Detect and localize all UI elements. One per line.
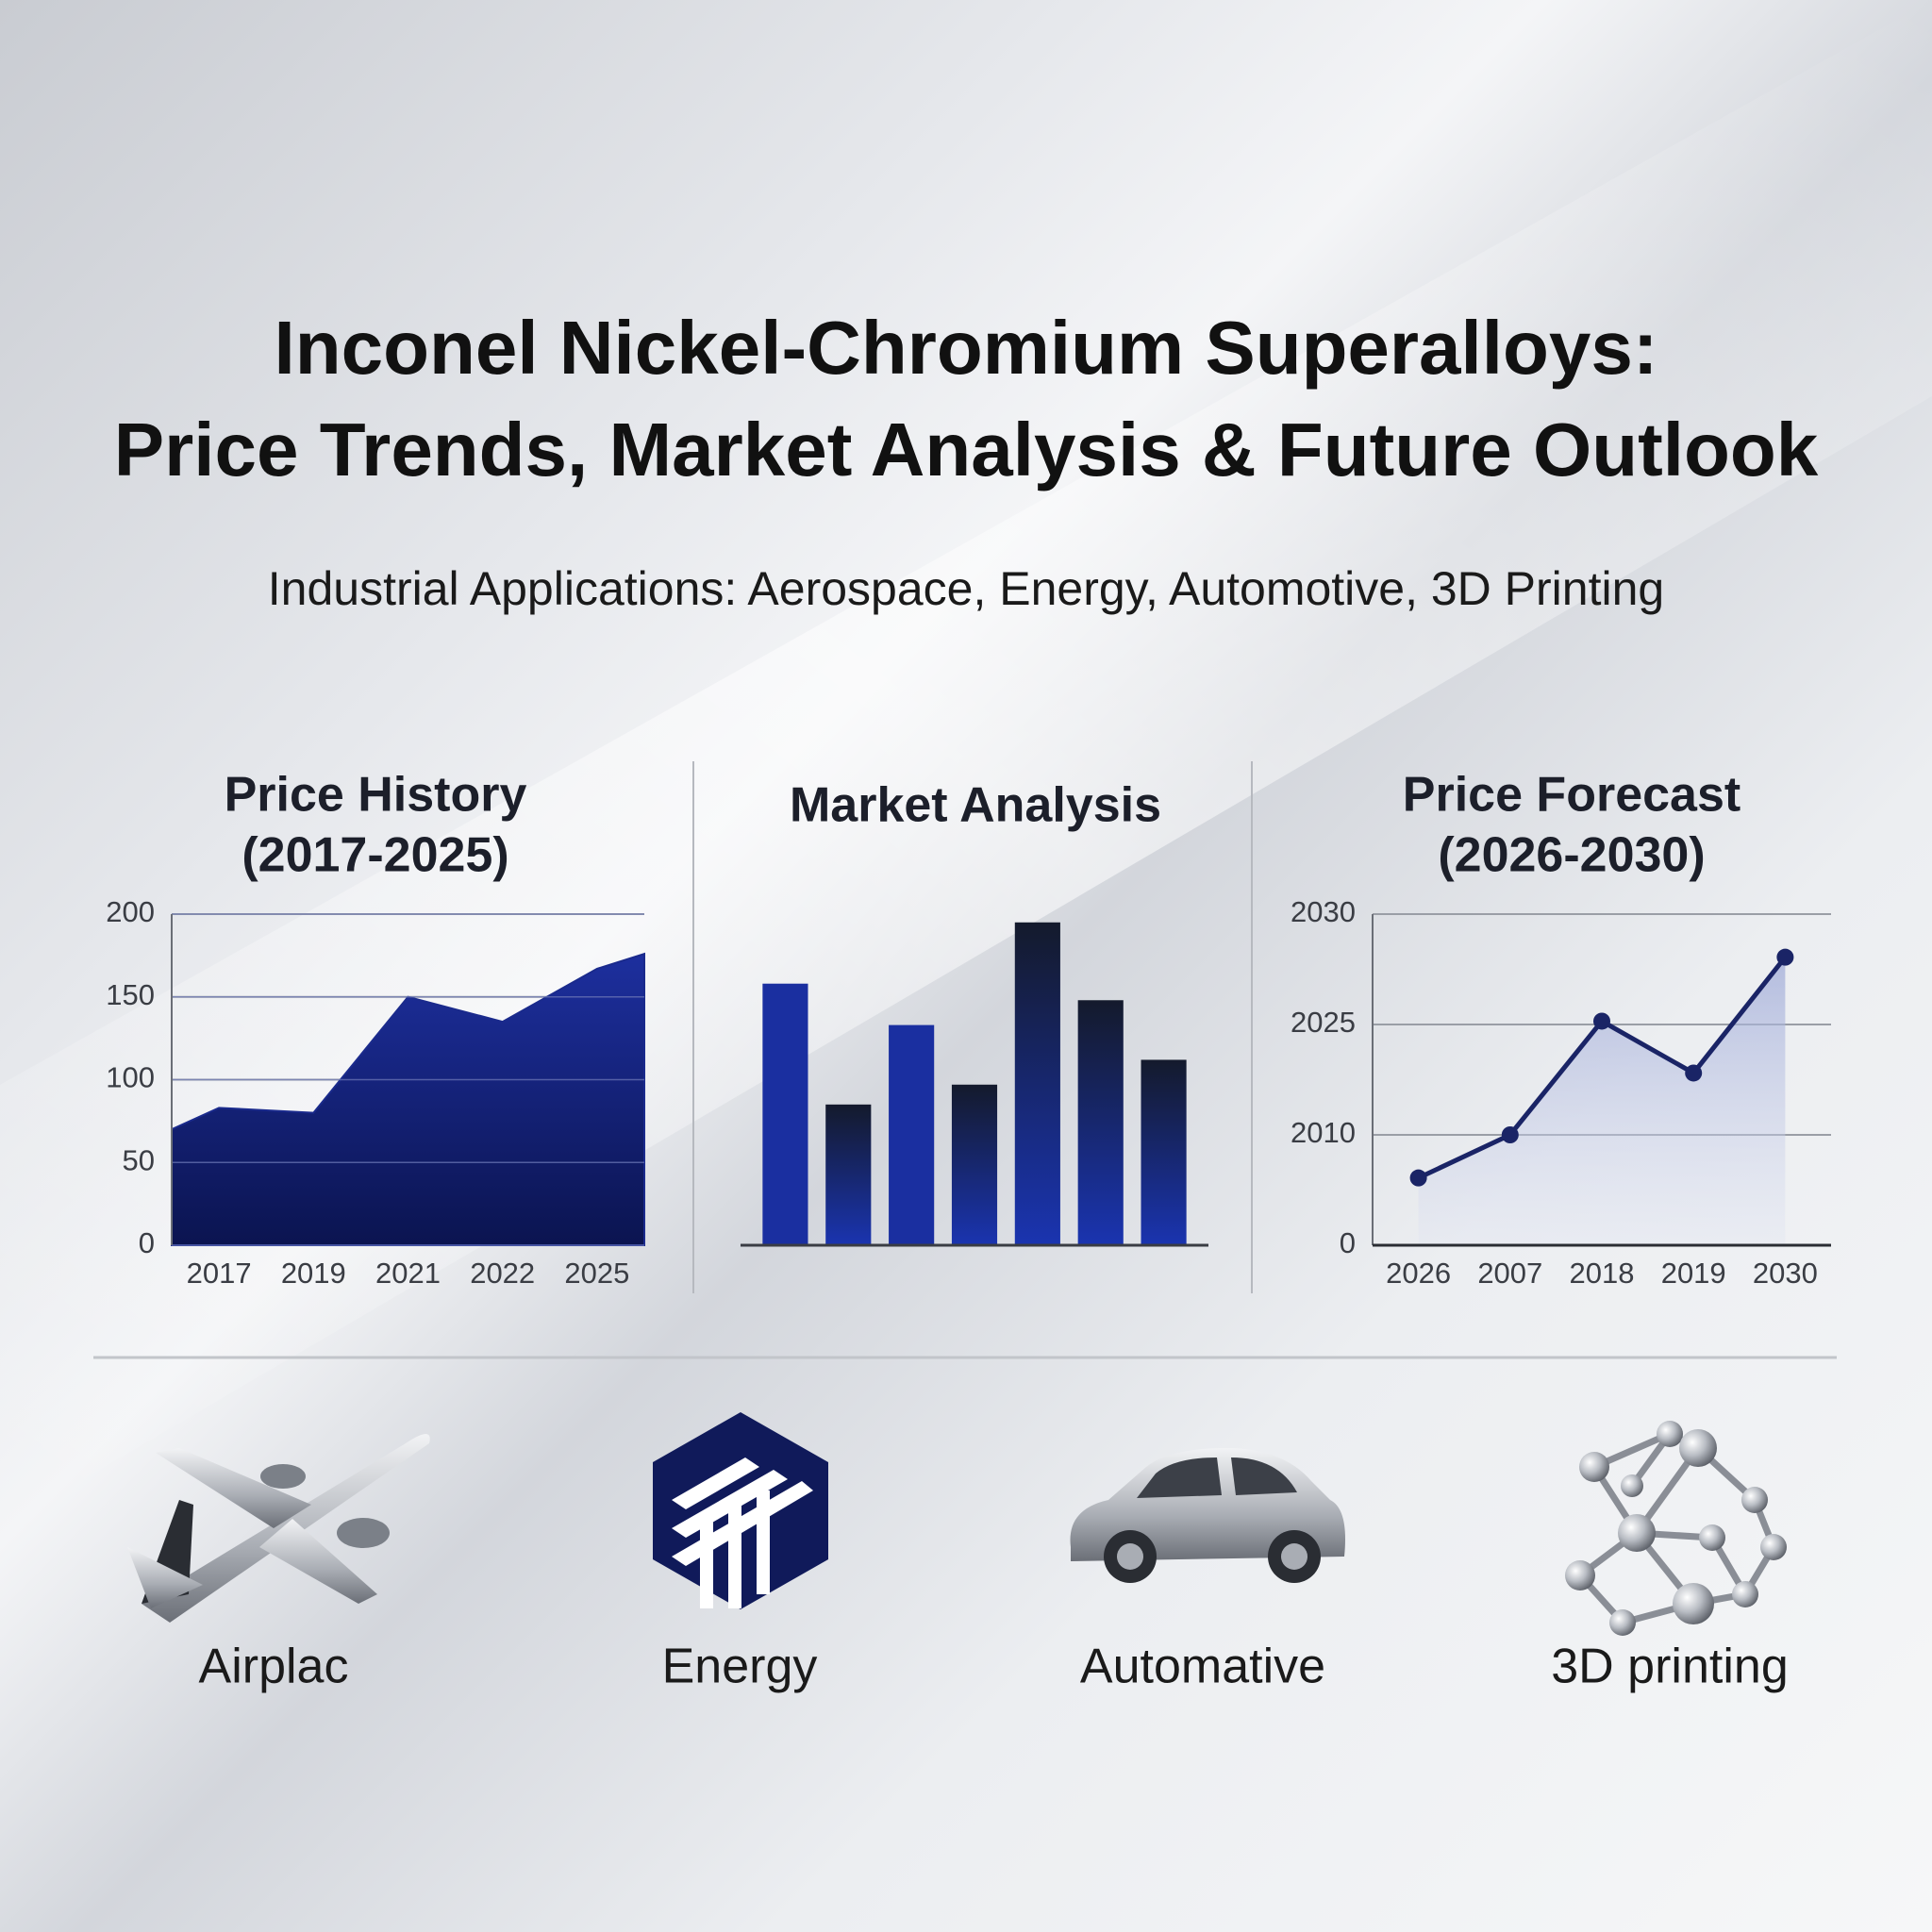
- chart-subtitle: (2026-2030): [1438, 828, 1705, 883]
- bar: [762, 983, 808, 1245]
- x-tick-label: 2030: [1753, 1257, 1818, 1290]
- application-label: Automative: [1080, 1640, 1325, 1694]
- bar: [889, 1024, 935, 1245]
- point: [1409, 1169, 1427, 1187]
- x-tick-label: 2019: [281, 1257, 346, 1290]
- light-band: [0, 0, 1932, 1528]
- x-tick-label: 2007: [1477, 1257, 1542, 1290]
- y-tick-label: 100: [106, 1061, 155, 1094]
- subtitle: Industrial Applications: Aerospace, Ener…: [268, 562, 1664, 615]
- title-line: Inconel Nickel-Chromium Superalloys:: [275, 306, 1658, 390]
- y-tick-label: 0: [139, 1226, 155, 1259]
- x-tick-label: 2026: [1386, 1257, 1451, 1290]
- forecast-area: [1418, 957, 1786, 1245]
- y-tick-label: 2030: [1291, 895, 1356, 928]
- bar: [951, 1084, 998, 1245]
- x-tick-label: 2022: [470, 1257, 535, 1290]
- bar: [1077, 1000, 1124, 1245]
- chart-subtitle: (2017-2025): [242, 828, 508, 883]
- point: [1593, 1012, 1610, 1030]
- x-tick-label: 2017: [187, 1257, 252, 1290]
- y-tick-label: 150: [106, 978, 155, 1011]
- application-label: 3D printing: [1551, 1640, 1788, 1694]
- y-tick-label: 2025: [1291, 1006, 1356, 1039]
- point: [1685, 1064, 1703, 1082]
- title-line: Price Trends, Market Analysis & Future O…: [114, 408, 1819, 491]
- y-tick-label: 50: [123, 1143, 155, 1176]
- y-tick-label: 200: [106, 895, 155, 928]
- y-tick-label: 0: [1340, 1226, 1356, 1259]
- chart-title: Market Analysis: [790, 778, 1161, 833]
- chart-title: Price History: [225, 768, 527, 823]
- x-tick-label: 2019: [1661, 1257, 1726, 1290]
- x-tick-label: 2018: [1570, 1257, 1635, 1290]
- molecule-icon: [1565, 1421, 1787, 1636]
- point: [1501, 1126, 1519, 1143]
- bar: [1014, 922, 1060, 1245]
- area: [171, 952, 645, 1246]
- x-tick-label: 2021: [375, 1257, 441, 1290]
- chart-title: Price Forecast: [1403, 768, 1740, 823]
- application-label: Energy: [662, 1640, 818, 1694]
- y-tick-label: 2010: [1291, 1116, 1356, 1149]
- x-tick-label: 2025: [564, 1257, 629, 1290]
- energy-icon: [653, 1412, 828, 1609]
- car-icon: [1070, 1448, 1345, 1583]
- point: [1776, 948, 1794, 966]
- airplane-icon: [127, 1434, 430, 1623]
- application-label: Airplac: [199, 1640, 349, 1694]
- bar: [1141, 1059, 1187, 1245]
- bar: [825, 1104, 872, 1245]
